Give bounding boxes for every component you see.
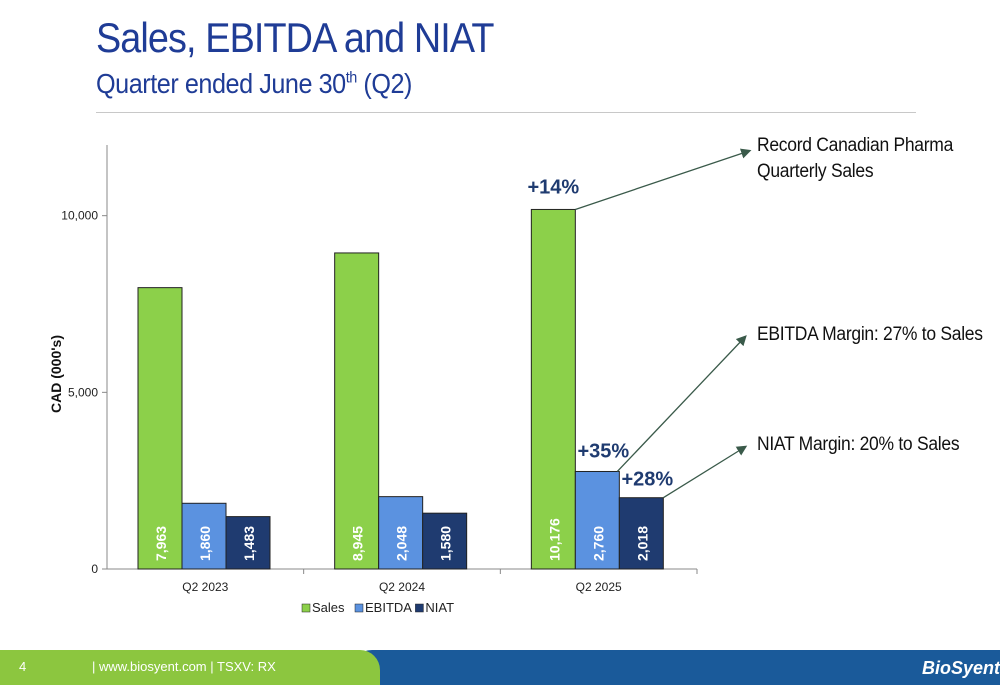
data-label: 1,483 [241,526,257,561]
page-title: Sales, EBITDA and NIAT [96,14,494,61]
subtitle-main: Quarter ended June 30 [96,68,346,99]
bar-sales-q2-2023 [137,287,183,570]
bar-niat-q2-2023 [225,516,271,570]
footer: 4 | www.biosyent.com | TSXV: RX BioSyent [0,650,1000,685]
annotation-record-sales: Record Canadian Pharma Quarterly Sales [757,133,953,185]
subtitle-end: (Q2) [356,68,412,99]
x-tick-label: Q2 2025 [576,580,622,594]
bar-ebitda-q2-2025 [574,470,620,570]
data-label: 2,048 [394,526,410,561]
biosyent-logo: BioSyent [922,658,1000,678]
page-subtitle: Quarter ended June 30th (Q2) [96,68,412,100]
bar-sales-q2-2025 [530,208,576,570]
data-label: 7,963 [153,526,169,561]
annotation-ebitda-margin: EBITDA Margin: 27% to Sales [757,324,983,345]
bar-sales-q2-2024 [334,252,380,570]
legend-label: EBITDA [365,600,412,615]
bar-ebitda-q2-2024 [378,496,424,570]
growth-label: +14% [527,176,579,198]
footer-links[interactable]: | www.biosyent.com | TSXV: RX [92,659,276,674]
data-label: 2,018 [634,526,650,561]
x-tick-label: Q2 2023 [182,580,228,594]
bar-niat-q2-2025 [618,497,664,570]
y-tick-label: 0 [91,562,98,576]
bar-niat-q2-2024 [422,512,468,570]
footer-green-band [0,650,380,685]
growth-label: +28% [621,469,673,491]
bar-chart: 0 5,000 10,000 CAD (000's) Q2 2023 7,963 1,86… [48,145,752,615]
data-label: 1,860 [197,526,213,561]
legend-label: Sales [312,600,345,615]
page-number: 4 [19,659,27,674]
annotation-niat-margin: NIAT Margin: 20% to Sales [757,434,960,455]
x-tick-label: Q2 2024 [379,580,425,594]
data-label: 10,176 [546,518,562,561]
bar-ebitda-q2-2023 [181,502,227,570]
data-label: 1,580 [438,526,454,561]
arrow-ebitda-margin [616,335,747,472]
arrow-niat-margin [662,445,748,499]
legend-swatch [354,603,364,613]
legend-swatch [415,603,424,613]
annotation-record-sales-line1: Record Canadian Pharma [757,135,954,156]
data-label: 2,760 [590,526,606,561]
y-tick-label: 10,000 [61,209,98,223]
y-axis-title: CAD (000's) [48,335,64,413]
growth-label: +35% [577,440,629,462]
legend-label: NIAT [425,600,454,615]
title-rule [96,112,916,113]
y-tick-label: 5,000 [68,385,98,399]
footer-blue-band [350,650,1000,685]
annotation-record-sales-line2: Quarterly Sales [757,161,874,182]
data-label: 8,945 [350,526,366,561]
legend-swatch [301,603,311,613]
subtitle-superscript: th [345,69,358,87]
arrow-record-sales [575,148,752,211]
